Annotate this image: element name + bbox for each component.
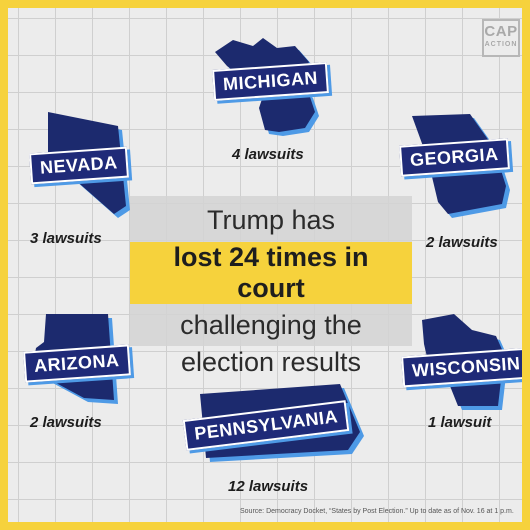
headline: Trump has lost 24 times in court challen…	[130, 202, 412, 381]
nevada-count: 3 lawsuits	[30, 230, 102, 247]
state-pennsylvania: PENNSYLVANIA	[180, 380, 365, 468]
state-wisconsin: WISCONSIN	[400, 310, 522, 410]
cap-action-logo: CAP ACTION	[482, 19, 520, 57]
georgia-count: 2 lawsuits	[426, 234, 498, 251]
headline-line-4: election results	[180, 347, 362, 377]
state-michigan: MICHIGAN	[205, 32, 335, 142]
state-arizona: ARIZONA	[23, 308, 144, 408]
pennsylvania-count: 12 lawsuits	[228, 478, 309, 495]
headline-line-3: challenging the	[180, 310, 362, 340]
state-georgia: GEORGIA	[398, 108, 518, 223]
headline-highlight: lost 24 times in court	[130, 242, 412, 304]
wisconsin-count: 1 lawsuit	[428, 414, 492, 431]
michigan-count: 4 lawsuits	[232, 146, 304, 163]
headline-line-1: Trump has	[206, 205, 336, 235]
source-note: Source: Democracy Docket, “States by Pos…	[240, 508, 514, 515]
arizona-count: 2 lawsuits	[30, 414, 102, 431]
state-nevada: NEVADA	[26, 108, 146, 218]
